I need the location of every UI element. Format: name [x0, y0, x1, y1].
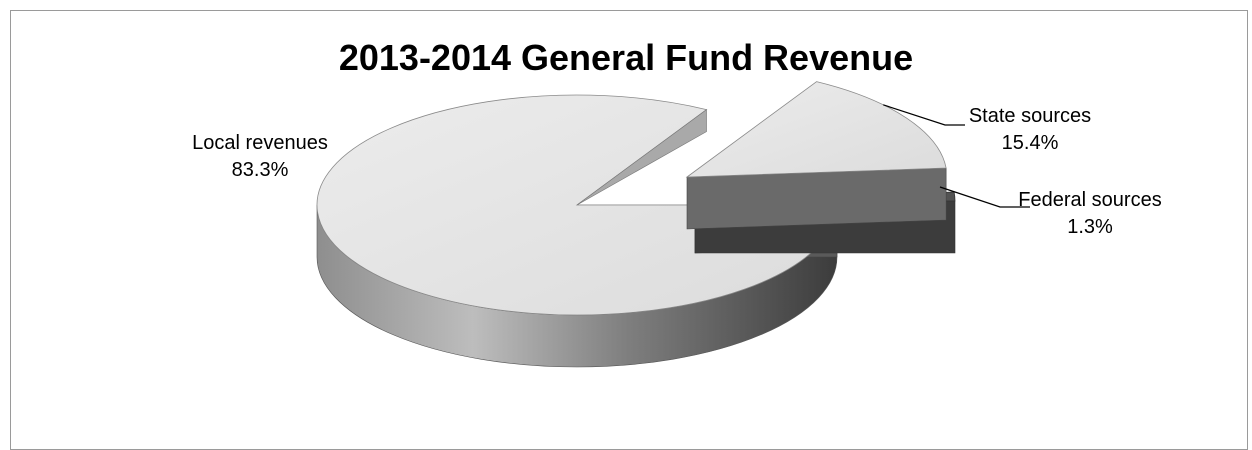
slice-inner-local: [576, 109, 707, 206]
pie-chart: [316, 81, 1030, 368]
chart-title: 2013-2014 General Fund Revenue: [338, 37, 914, 78]
leader-line-state: [883, 104, 965, 126]
slice-cut-state: [686, 167, 947, 230]
slice-name-local: Local revenues: [192, 132, 328, 154]
slice-label-local: Local revenues 83.3%: [160, 130, 360, 184]
slice-name-state: State sources: [968, 105, 1092, 127]
slice-state: [685, 81, 947, 178]
leader-line-federal: [939, 186, 1030, 208]
slice-value-local: 83.3%: [231, 159, 289, 181]
slice-name-federal: Federal sources: [1018, 189, 1162, 211]
slice-label-state: State sources 15.4%: [930, 103, 1130, 157]
slice-label-federal: Federal sources 1.3%: [990, 187, 1190, 241]
slice-value-state: 15.4%: [1001, 132, 1059, 154]
slice-value-federal: 1.3%: [1067, 216, 1113, 238]
